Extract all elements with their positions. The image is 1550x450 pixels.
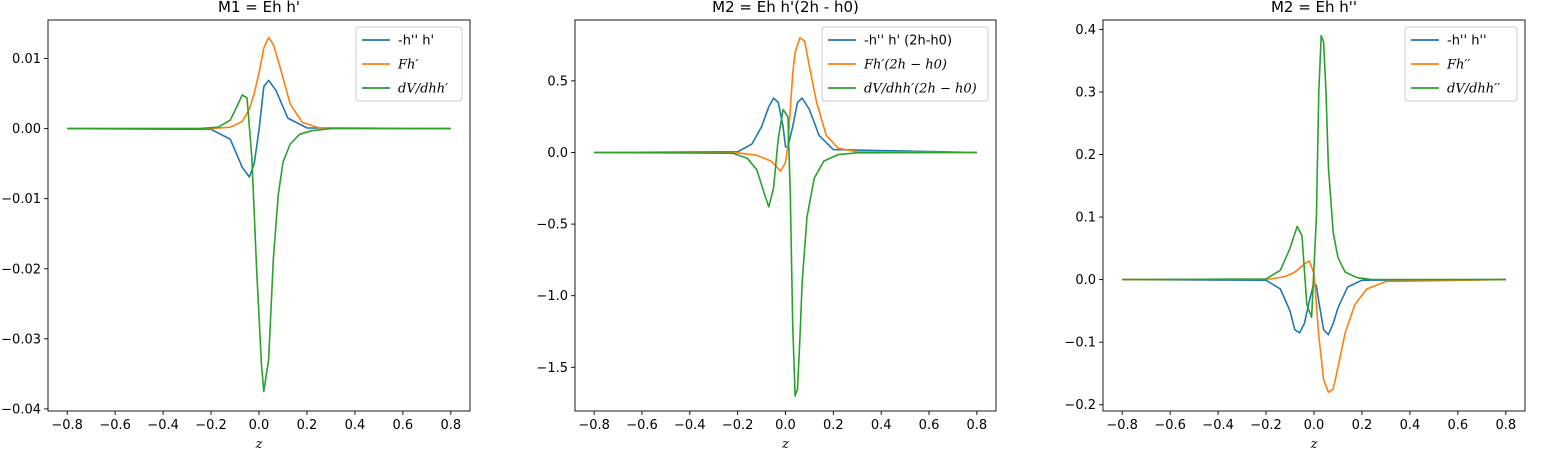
- series-line-1: [1122, 278, 1506, 336]
- series-line-3: [594, 108, 977, 397]
- y-tick-label: −0.5: [536, 218, 568, 233]
- series-line-1: [594, 97, 977, 154]
- y-tick-label: −0.04: [1, 402, 41, 417]
- legend-box: [1404, 26, 1518, 102]
- x-tick-label: −0.8: [51, 418, 83, 433]
- x-axis-label: z: [255, 437, 263, 450]
- x-tick-label: 0.8: [440, 418, 461, 433]
- legend-box: [355, 26, 463, 102]
- x-tick-label: 0.8: [1495, 418, 1516, 433]
- series-line-2: [67, 36, 451, 130]
- x-tick-label: −0.6: [99, 418, 131, 433]
- x-tick-label: 0.0: [249, 418, 270, 433]
- x-tick-label: 0.2: [823, 418, 844, 433]
- x-tick-label: −0.2: [195, 418, 227, 433]
- y-tick-label: −0.1: [1064, 336, 1096, 351]
- chart-title: M2 = Eh h'': [1271, 0, 1357, 16]
- y-tick-label: 0.0: [547, 146, 568, 161]
- x-tick-label: −0.2: [722, 418, 754, 433]
- y-tick-label: −1.0: [536, 289, 568, 304]
- x-axis-label: z: [1310, 437, 1318, 450]
- legend-entry-2: Fh′: [397, 58, 418, 73]
- legend-entry-1: -h'' h'': [1447, 34, 1487, 49]
- chart-panel-2: −0.8 −0.6 −0.4 −0.2 0.0 0.2 0.4 0.6 0.8 0.5 0.0 −0.…: [536, 0, 997, 450]
- x-tick-label: 0.2: [297, 418, 318, 433]
- chart-title: M2 = Eh h'(2h - h0): [712, 0, 859, 16]
- x-tick-label: 0.4: [1400, 418, 1421, 433]
- x-tick-label: 0.2: [1352, 418, 1373, 433]
- chart-panel-3: −0.8 −0.6 −0.4 −0.2 0.0 0.2 0.4 0.6 0.8 0.4 0.3 0.2…: [1064, 0, 1526, 450]
- legend-entry-3: dV/dhh′: [398, 82, 448, 97]
- x-tick-label: −0.6: [626, 418, 658, 433]
- x-axis-label: z: [781, 437, 789, 450]
- y-tick-label: −0.01: [1, 192, 41, 207]
- y-tick-label: 0.4: [1075, 23, 1096, 38]
- x-tick-label: −0.4: [147, 418, 179, 433]
- x-tick-label: 0.0: [1304, 418, 1325, 433]
- y-tick-label: −1.5: [536, 361, 568, 376]
- x-tick-label: 0.4: [871, 418, 892, 433]
- x-tick-label: 0.6: [393, 418, 414, 433]
- y-tick-label: 0.5: [547, 74, 568, 89]
- legend-entry-3: dV/dhh′′: [1447, 82, 1500, 97]
- x-tick-label: 0.8: [967, 418, 988, 433]
- x-tick-label: −0.6: [1154, 418, 1186, 433]
- x-tick-label: −0.8: [1106, 418, 1138, 433]
- x-tick-label: 0.6: [919, 418, 940, 433]
- y-tick-label: 0.0: [1075, 273, 1096, 288]
- x-tick-label: −0.2: [1250, 418, 1282, 433]
- legend-entry-2: Fh′(2h − h0): [863, 58, 947, 73]
- legend-entry-1: -h'' h': [398, 34, 434, 49]
- chart-panel-1: −0.8 −0.6 −0.4 −0.2 0.0 0.2 0.4 0.6 0.8 0.01 0.00 −…: [1, 0, 471, 450]
- x-tick-label: 0.4: [345, 418, 366, 433]
- x-tick-label: −0.4: [1202, 418, 1234, 433]
- series-line-2: [1122, 260, 1506, 394]
- series-line-1: [67, 79, 451, 178]
- x-tick-label: −0.8: [578, 418, 610, 433]
- y-tick-label: −0.03: [1, 332, 41, 347]
- series-line-2: [594, 37, 977, 172]
- x-tick-label: 0.6: [1448, 418, 1469, 433]
- series-line-3: [67, 94, 451, 393]
- series-line-3: [1122, 34, 1506, 319]
- chart-title: M1 = Eh h': [218, 0, 300, 16]
- y-tick-label: −0.2: [1064, 398, 1096, 413]
- y-tick-label: 0.3: [1075, 85, 1096, 100]
- legend-box: [821, 26, 989, 102]
- y-tick-label: 0.01: [12, 52, 41, 67]
- y-tick-label: 0.2: [1075, 148, 1096, 163]
- y-tick-label: 0.1: [1075, 211, 1096, 226]
- y-tick-label: 0.00: [12, 122, 41, 137]
- legend-entry-1: -h'' h' (2h-h0): [864, 34, 952, 49]
- y-tick-label: −0.02: [1, 262, 41, 277]
- x-tick-label: 0.0: [775, 418, 796, 433]
- legend-entry-2: Fh′′: [1446, 58, 1470, 73]
- x-tick-label: −0.4: [674, 418, 706, 433]
- legend-entry-3: dV/dhh′(2h − h0): [864, 82, 977, 97]
